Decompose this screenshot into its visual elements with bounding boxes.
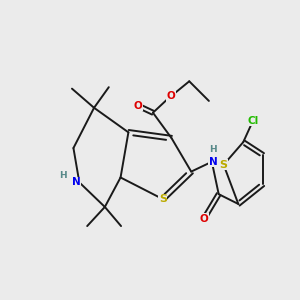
Text: H: H — [209, 146, 217, 154]
Text: N: N — [72, 177, 81, 188]
Text: O: O — [166, 91, 175, 101]
Text: S: S — [159, 194, 167, 204]
Text: H: H — [59, 170, 67, 179]
Text: Cl: Cl — [248, 116, 259, 126]
Text: O: O — [200, 214, 208, 224]
Text: S: S — [220, 160, 228, 170]
Text: N: N — [209, 157, 218, 167]
Text: O: O — [134, 101, 142, 111]
